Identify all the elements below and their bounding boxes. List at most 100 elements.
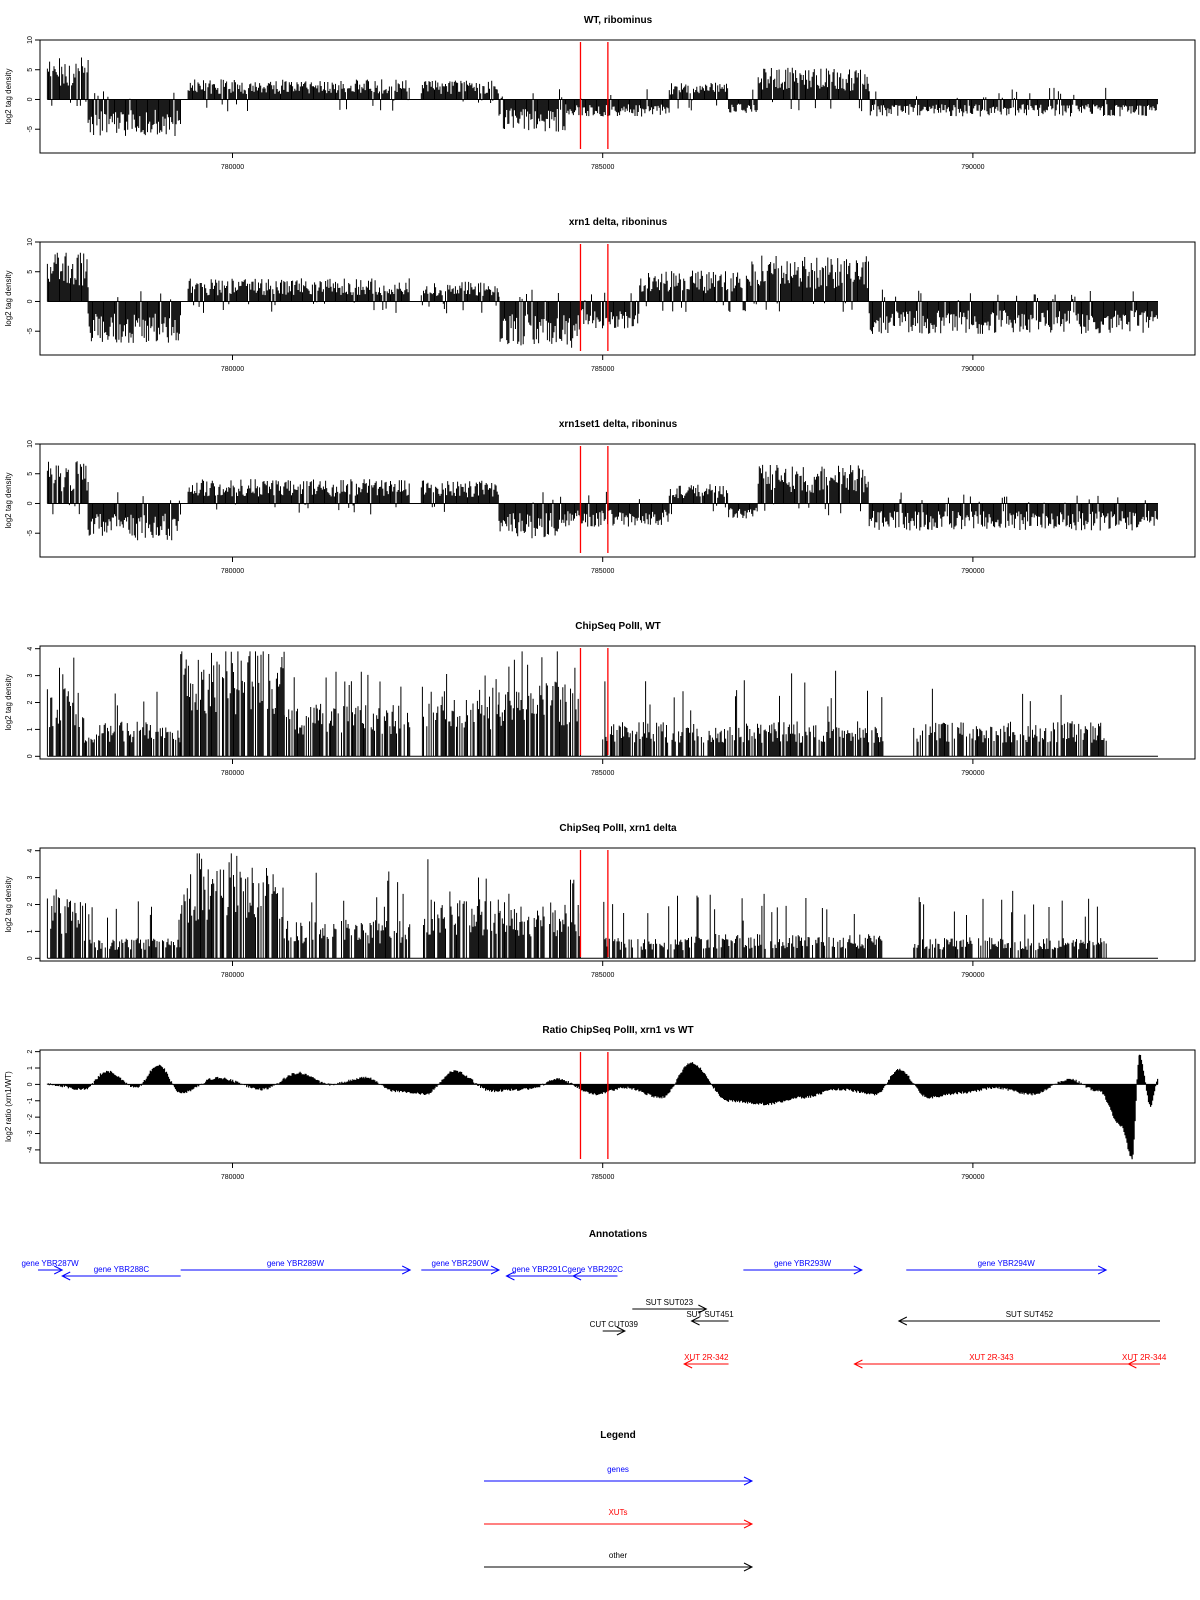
x-tick-label: 790000 [961,568,984,575]
feature-arrow-head [490,1265,501,1275]
feature-arrow-head [401,1265,412,1275]
annotation-feature: gene YBR291C [505,1265,574,1281]
y-tick-label: 0 [27,97,34,101]
y-axis-label: log2 ratio (xrn1/WT) [4,1071,13,1142]
legend-arrow-head [743,1476,754,1486]
feature-label: gene YBR293W [774,1259,832,1268]
y-axis-label: log2 tag density [4,674,13,730]
y-tick-label: 2 [27,1050,34,1054]
x-tick-label: 790000 [961,366,984,373]
annotation-feature: SUT SUT023 [632,1298,708,1314]
panel-title: ChipSeq PolII, WT [575,621,661,632]
feature-arrow-head [897,1316,908,1326]
annotation-feature: CUT CUT039 [590,1320,639,1336]
legend-label: other [609,1551,628,1560]
x-tick-label: 780000 [221,164,244,171]
y-tick-label: 5 [27,68,34,72]
plot-frame [39,39,1196,154]
feature-label: XUT 2R-343 [969,1353,1014,1362]
feature-arrow-head [53,1265,64,1275]
x-tick-label: 790000 [961,972,984,979]
y-tick-label: 1 [27,929,34,933]
panel-title: ChipSeq PolII, xrn1 delta [559,823,677,834]
y-axis-label: log2 tag density [4,68,13,124]
y-axis-label: log2 tag density [4,472,13,528]
x-tick-label: 780000 [221,770,244,777]
annotation-features: gene YBR287W gene YBR288C gene YBR289W gene… [21,1259,1167,1369]
y-tick-label: -1 [27,1098,34,1104]
y-tick-label: 0 [27,1082,34,1086]
annotation-feature: SUT SUT451 [686,1310,734,1326]
track-panel-1: xrn1 delta, riboninus log2 tag density -5 0… [4,217,1196,373]
feature-label: XUT 2R-342 [684,1353,729,1362]
feature-label: CUT CUT039 [590,1320,639,1329]
y-axis-label: log2 tag density [4,270,13,326]
annotation-feature: gene YBR293W [743,1259,863,1275]
legend-arrow-head [743,1562,754,1572]
track-panel-0: WT, ribominus log2 tag density -5 0 5 10 78000… [4,15,1196,171]
y-tick-label: 5 [27,270,34,274]
y-tick-label: 0 [27,956,34,960]
legend-arrow-head [743,1519,754,1529]
annotation-feature: gene YBR288C [61,1265,181,1281]
feature-label: SUT SUT451 [686,1310,734,1319]
annotation-feature: gene YBR289W [180,1259,412,1275]
x-tick-label: 785000 [591,164,614,171]
y-tick-label: 3 [27,876,34,880]
feature-label: gene YBR291C [512,1265,568,1274]
feature-label: gene YBR289W [267,1259,325,1268]
annotation-feature: XUT 2R-343 [853,1353,1129,1369]
legend-title: Legend [600,1430,636,1441]
y-tick-label: -2 [27,1114,34,1120]
legend-label: XUTs [608,1508,627,1517]
annotation-feature: XUT 2R-342 [683,1353,729,1369]
legend: Legend genes XUTs other [484,1430,754,1572]
y-axis-label: log2 tag density [4,876,13,932]
legend-item-0: genes [484,1465,754,1486]
legend-label: genes [607,1465,629,1474]
feature-arrow-head [571,1271,582,1281]
feature-arrow-head [683,1359,693,1369]
y-tick-label: 0 [27,299,34,303]
feature-arrow-head [853,1265,863,1275]
y-tick-label: 2 [27,902,34,906]
y-tick-label: -5 [27,126,34,132]
x-tick-label: 790000 [961,164,984,171]
feature-arrow-head [616,1326,627,1336]
annotation-feature: gene YBR287W [21,1259,79,1275]
y-tick-label: 10 [27,36,34,44]
annotation-feature: gene YBR290W [421,1259,501,1275]
feature-arrow-head [505,1271,515,1281]
x-tick-label: 790000 [961,1174,984,1181]
feature-arrow-head [853,1359,863,1369]
annotation-feature: SUT SUT452 [897,1310,1160,1326]
feature-label: gene YBR288C [94,1265,150,1274]
y-tick-label: -5 [27,328,34,334]
feature-label: SUT SUT023 [646,1298,694,1307]
y-tick-label: 10 [27,440,34,448]
x-tick-label: 780000 [221,568,244,575]
signal-bars [46,57,1158,136]
annotation-feature: XUT 2R-344 [1122,1353,1167,1369]
feature-arrow-head [698,1304,708,1314]
signal-bars [46,853,1107,959]
annotations-title: Annotations [589,1229,648,1240]
y-tick-label: 2 [27,700,34,704]
feature-arrow-head [1097,1265,1108,1275]
y-tick-label: 4 [27,647,34,651]
y-tick-label: 1 [27,727,34,731]
x-tick-label: 780000 [221,972,244,979]
x-tick-label: 785000 [591,366,614,373]
y-tick-label: 4 [27,849,34,853]
signal-bars [46,252,1158,348]
y-tick-label: 3 [27,674,34,678]
x-tick-label: 785000 [591,770,614,777]
annotation-feature: gene YBR294W [906,1259,1108,1275]
signal-bars [46,651,1107,757]
plot-frame [39,241,1196,356]
y-tick-label: 0 [27,501,34,505]
